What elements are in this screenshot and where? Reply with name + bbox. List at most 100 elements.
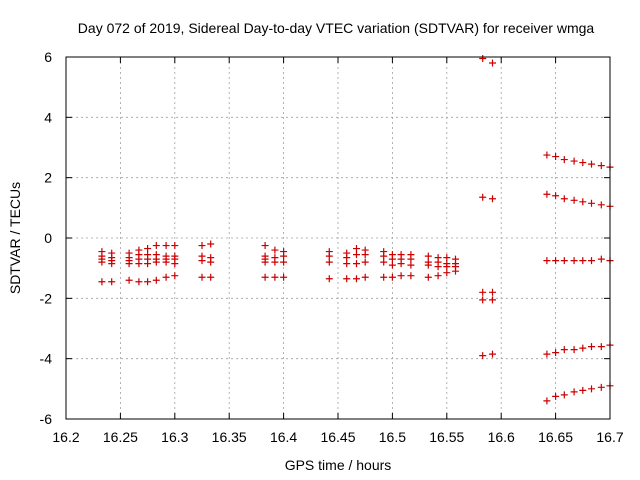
y-tick-label: -6 <box>40 411 53 427</box>
y-tick-label: 6 <box>44 49 52 65</box>
data-point <box>207 273 215 281</box>
data-point <box>560 346 568 354</box>
data-point <box>380 273 388 281</box>
data-point <box>135 260 143 268</box>
data-point <box>352 275 360 283</box>
data-point <box>207 258 215 266</box>
data-point <box>424 273 432 281</box>
data-point <box>162 273 170 281</box>
data-point <box>198 257 206 265</box>
data-point <box>108 260 116 268</box>
data-point <box>579 344 587 352</box>
x-tick-label: 16.7 <box>596 429 623 445</box>
data-point <box>570 196 578 204</box>
data-point <box>570 388 578 396</box>
x-tick-label: 16.25 <box>103 429 138 445</box>
data-point <box>434 263 442 271</box>
data-point <box>171 272 179 280</box>
data-point <box>588 343 596 351</box>
data-point <box>162 258 170 266</box>
data-point <box>543 151 551 159</box>
data-point <box>271 258 279 266</box>
data-point <box>388 255 396 263</box>
x-tick-label: 16.3 <box>161 429 188 445</box>
data-point <box>443 263 451 271</box>
y-tick-label: 2 <box>44 170 52 186</box>
y-tick-labels: -6 -4 -2 0 2 4 6 <box>40 49 53 427</box>
data-point <box>552 192 560 200</box>
data-point <box>597 255 605 263</box>
data-point <box>588 385 596 393</box>
data-point <box>271 246 279 254</box>
data-point <box>171 242 179 250</box>
data-point <box>325 252 333 260</box>
data-point <box>361 258 369 266</box>
data-point <box>198 273 206 281</box>
chart-title: Day 072 of 2019, Sidereal Day-to-day VTE… <box>78 20 595 36</box>
data-point <box>579 159 587 167</box>
data-point <box>152 258 160 266</box>
data-point <box>443 269 451 277</box>
data-point <box>98 278 106 286</box>
data-point <box>261 258 269 266</box>
data-point <box>434 272 442 280</box>
data-point <box>125 276 133 284</box>
data-point <box>579 198 587 206</box>
data-point <box>135 278 143 286</box>
data-point <box>325 258 333 266</box>
x-tick-label: 16.35 <box>212 429 247 445</box>
x-tick-label: 16.45 <box>320 429 355 445</box>
data-point <box>579 386 587 394</box>
data-point <box>543 257 551 265</box>
data-point <box>152 242 160 250</box>
data-point <box>171 260 179 268</box>
x-axis-label: GPS time / hours <box>285 457 392 473</box>
x-tick-label: 16.4 <box>270 429 297 445</box>
data-point <box>407 261 415 269</box>
data-point <box>280 273 288 281</box>
data-point <box>479 288 487 296</box>
data-point <box>162 242 170 250</box>
data-point <box>452 267 460 275</box>
grid-layer <box>66 57 610 419</box>
data-point <box>352 245 360 253</box>
x-tick-label: 16.65 <box>538 429 573 445</box>
data-point <box>388 261 396 269</box>
data-point <box>479 193 487 201</box>
data-point <box>424 261 432 269</box>
data-point <box>579 257 587 265</box>
data-point <box>388 273 396 281</box>
data-point <box>552 349 560 357</box>
data-point <box>479 296 487 304</box>
data-point <box>380 252 388 260</box>
data-point <box>152 276 160 284</box>
data-point <box>543 350 551 358</box>
data-point <box>588 199 596 207</box>
data-point <box>108 278 116 286</box>
data-point <box>588 160 596 168</box>
data-point <box>570 257 578 265</box>
x-tick-label: 16.2 <box>52 429 79 445</box>
data-point <box>488 350 496 358</box>
data-point <box>361 251 369 259</box>
data-point <box>325 275 333 283</box>
x-tick-labels: 16.2 16.25 16.3 16.35 16.4 16.45 16.5 16.55 16.6… <box>52 429 623 445</box>
data-point <box>352 260 360 268</box>
data-point <box>543 397 551 405</box>
y-tick-label: -4 <box>40 351 53 367</box>
data-point <box>424 252 432 260</box>
data-point <box>552 257 560 265</box>
data-point <box>144 260 152 268</box>
data-point <box>271 273 279 281</box>
data-point <box>343 260 351 268</box>
data-point <box>597 162 605 170</box>
data-point <box>125 260 133 268</box>
data-point <box>280 258 288 266</box>
data-point <box>361 273 369 281</box>
plot-frame <box>65 56 611 420</box>
data-point <box>588 257 596 265</box>
data-point <box>570 346 578 354</box>
data-point <box>407 255 415 263</box>
y-axis-label: SDTVAR / TECUs <box>7 182 23 294</box>
data-point <box>207 240 215 248</box>
